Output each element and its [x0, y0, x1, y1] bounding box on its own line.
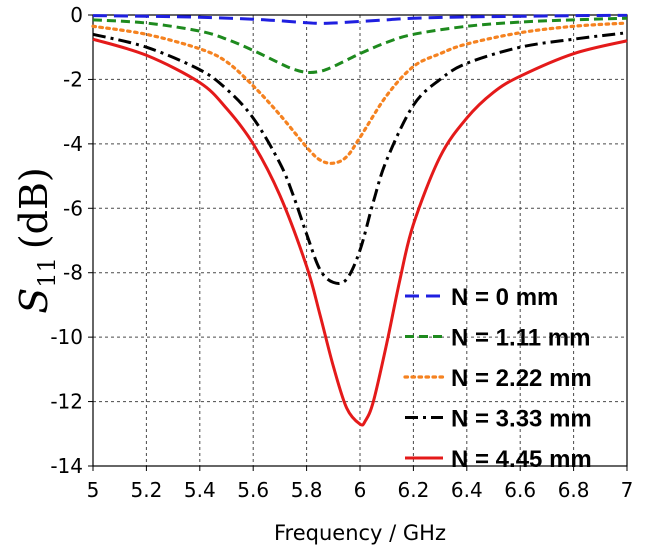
y-axis-label-main: S [12, 288, 56, 314]
y-tick-label: -10 [50, 325, 83, 349]
y-tick-label: -14 [50, 454, 83, 478]
series-line-3 [91, 21, 629, 165]
y-axis-label-sub: 11 [33, 257, 61, 288]
x-tick-label: 6 [354, 478, 367, 502]
y-tick-label: -2 [63, 67, 83, 91]
y-tick-label: -8 [63, 261, 83, 285]
y-tick-label: 0 [70, 3, 83, 27]
grid [93, 15, 627, 466]
x-tick-label: 5.8 [291, 478, 323, 502]
x-tick-label: 7 [621, 478, 634, 502]
y-axis-label: S11 (dB) [12, 167, 61, 314]
legend-label-3: N = 2.22 mm [451, 365, 592, 392]
y-axis: 0 -2 -4 -6 -8 -10 -12 -14 [50, 3, 93, 478]
legend-label-5: N = 4.45 mm [451, 446, 592, 473]
y-tick-label: -4 [63, 132, 83, 156]
y-tick-label: -12 [50, 390, 83, 414]
series-line-2 [92, 16, 628, 74]
x-tick-label: 5.6 [237, 478, 269, 502]
x-tick-label: 6.6 [504, 478, 536, 502]
y-axis-label-unit: (dB) [12, 167, 56, 249]
legend-label-2: N = 1.11 mm [451, 325, 590, 352]
series-line-1 [92, 13, 628, 25]
series-lines [91, 13, 629, 427]
x-tick-label: 6.4 [451, 478, 483, 502]
series-line-5 [92, 37, 628, 427]
x-tick-label: 6.2 [397, 478, 429, 502]
x-axis-label: Frequency / GHz [274, 521, 446, 545]
x-tick-label: 5.2 [130, 478, 162, 502]
x-axis: 5 5.2 5.4 5.6 5.8 6 6.2 6.4 6.6 6.8 7 [87, 466, 634, 502]
series-line-4 [92, 31, 628, 285]
x-tick-label: 5.4 [184, 478, 216, 502]
x-tick-label: 6.8 [558, 478, 590, 502]
y-tick-label: -6 [63, 196, 83, 220]
legend-label-1: N = 0 mm [451, 284, 558, 311]
x-tick-label: 5 [87, 478, 100, 502]
legend-label-4: N = 3.33 mm [451, 406, 592, 433]
legend: N = 0 mm N = 1.11 mm N = 2.22 mm N = 3.33 m… [403, 284, 592, 473]
